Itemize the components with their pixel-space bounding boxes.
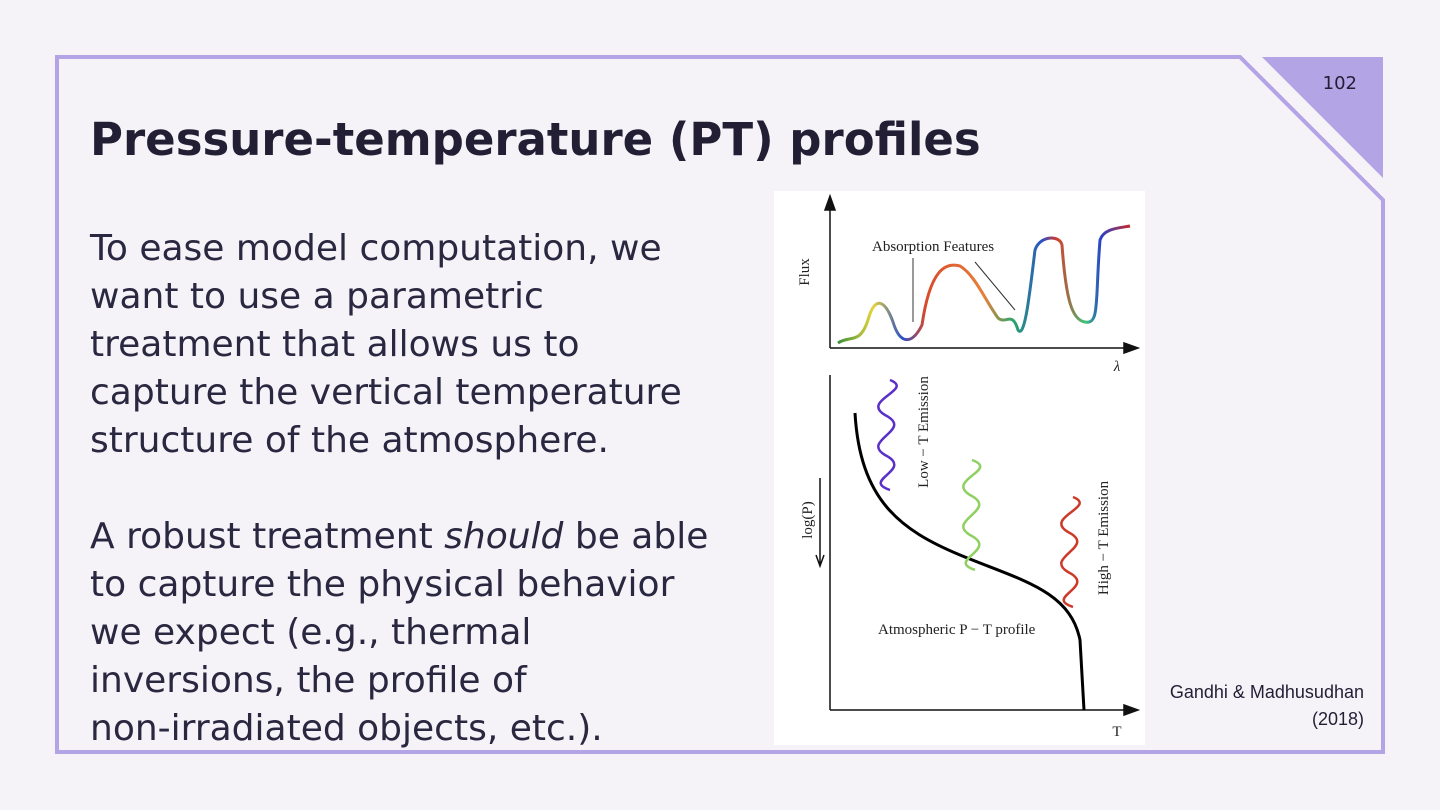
- corner-tab: [1262, 57, 1383, 178]
- profile-label: Atmospheric P − T profile: [878, 622, 1036, 638]
- body-text: To ease model computation, we want to use…: [89, 228, 708, 749]
- high-t-wave: [1060, 495, 1081, 609]
- flux-axis-label: Flux: [797, 258, 813, 286]
- body-line: A robust treatment should be able: [90, 516, 708, 557]
- slide-title: Pressure-temperature (PT) profiles: [90, 113, 981, 166]
- low-t-wave: [877, 378, 898, 492]
- body-line: we expect (e.g., thermal: [90, 612, 531, 653]
- text-run: A robust treatment: [90, 516, 444, 557]
- annotation-arrows: [912, 258, 1016, 322]
- body-line: to capture the physical behavior: [90, 564, 675, 605]
- emphasis: should: [444, 516, 564, 557]
- pt-profile: [853, 412, 1086, 711]
- figure-axes: [815, 193, 1141, 717]
- figure-background: [774, 191, 1145, 745]
- wavelength-axis-label: λ: [1113, 359, 1121, 375]
- body-line: treatment that allows us to: [90, 324, 579, 365]
- body-line: non-irradiated objects, etc.).: [90, 708, 603, 749]
- mid-t-wave: [962, 458, 982, 572]
- body-line: capture the vertical temperature: [90, 372, 682, 413]
- spectrum-curve: [837, 224, 1131, 345]
- body-line: want to use a parametric: [90, 276, 544, 317]
- pressure-axis-label: log(P): [800, 501, 816, 539]
- body-line: To ease model computation, we: [89, 228, 662, 269]
- slide-number: 102: [1323, 73, 1357, 94]
- absorption-label: Absorption Features: [872, 239, 994, 255]
- low-t-label: Low − T Emission: [916, 376, 932, 488]
- citation-year: (2018): [1312, 709, 1364, 729]
- body-line: inversions, the profile of: [90, 660, 528, 701]
- high-t-label: High − T Emission: [1096, 480, 1112, 595]
- citation-authors: Gandhi & Madhusudhan: [1170, 682, 1364, 702]
- slide-frame: [55, 55, 1385, 754]
- text-run: be able: [563, 516, 708, 557]
- body-line: structure of the atmosphere.: [90, 420, 609, 461]
- temperature-axis-label: T: [1112, 724, 1121, 740]
